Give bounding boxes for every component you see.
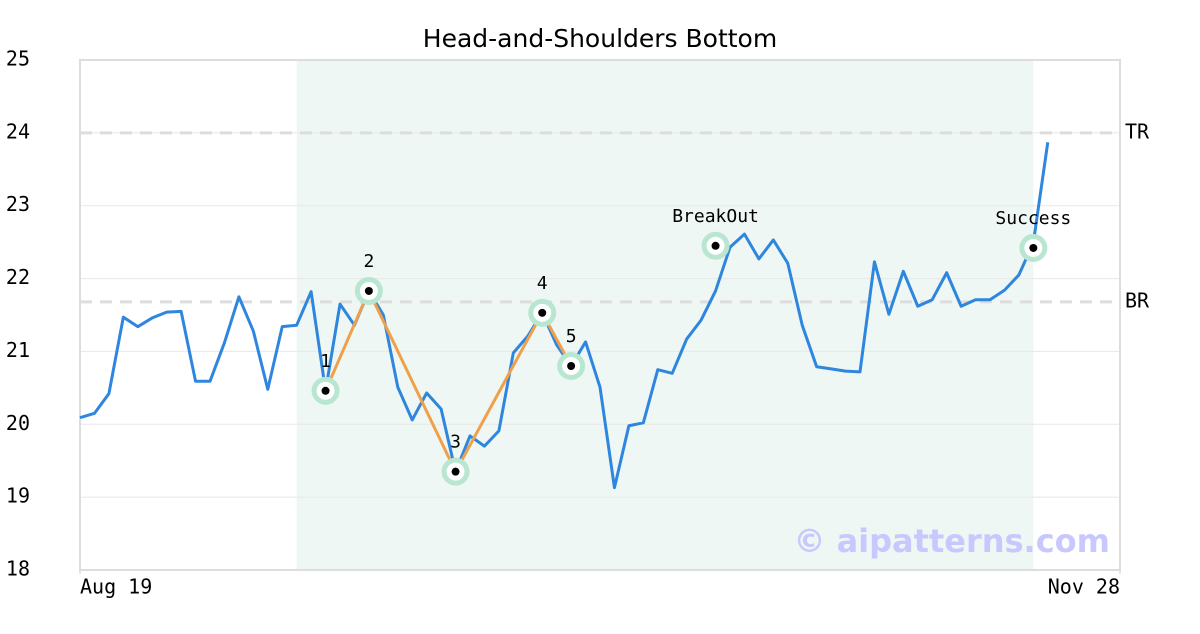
point-dot	[711, 241, 720, 250]
y-tick-label: 22	[6, 265, 30, 289]
point-dot	[1029, 243, 1038, 252]
point-dot	[451, 467, 460, 476]
point-dot	[567, 362, 576, 370]
point-dot	[364, 286, 373, 295]
y-tick-label: 20	[6, 411, 30, 435]
x-tick-label: Aug 19	[80, 575, 152, 599]
plot-frame	[79, 59, 1121, 571]
pattern-range	[296, 60, 1034, 570]
point-label: Success	[995, 208, 1071, 229]
point-dot	[538, 308, 547, 317]
y-tick-label: 25	[6, 47, 30, 71]
point-label: 5	[566, 326, 577, 347]
y-tick-label: 19	[6, 484, 30, 508]
y-tick-label: 21	[6, 338, 30, 362]
point-dot	[321, 386, 330, 395]
reference-label: BR	[1125, 288, 1150, 312]
point-label: 3	[450, 432, 461, 453]
y-tick-label: 23	[6, 192, 30, 216]
y-tick-label: 24	[6, 119, 30, 143]
point-label: 1	[320, 351, 331, 372]
point-label: 4	[537, 273, 548, 294]
chart-title: Head-and-Shoulders Bottom	[423, 24, 777, 53]
y-tick-label: 18	[6, 557, 30, 581]
point-label: 2	[363, 251, 374, 272]
reference-label: TR	[1125, 119, 1150, 143]
watermark: © aipatterns.com	[793, 522, 1110, 560]
x-tick-label: Nov 28	[1048, 575, 1120, 599]
point-label: BreakOut	[672, 206, 759, 227]
